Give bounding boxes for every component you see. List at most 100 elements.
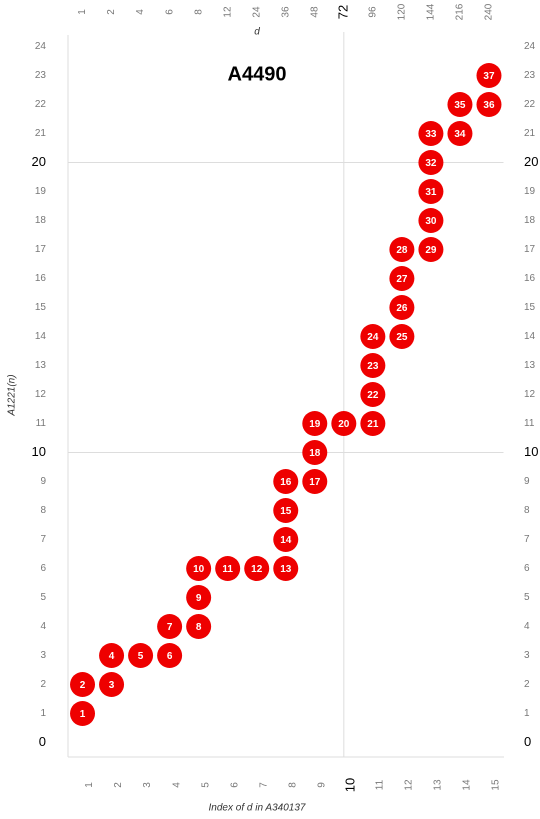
x2-tick-label: 96 <box>367 6 378 18</box>
y-tick-label-right: 8 <box>524 505 530 516</box>
x-tick-label: 4 <box>171 782 182 788</box>
point <box>70 672 96 697</box>
x-tick-label: 11 <box>374 779 385 790</box>
x2-tick-label: 36 <box>280 6 291 18</box>
y-tick-label: 13 <box>35 360 47 371</box>
point <box>389 266 415 291</box>
point-label: 5 <box>138 651 144 662</box>
point-label: 37 <box>483 71 495 82</box>
x-tick-label: 2 <box>113 782 124 788</box>
y-tick-label-right: 12 <box>524 389 536 400</box>
point-label: 2 <box>80 680 86 691</box>
x2-tick-label: 24 <box>251 6 262 18</box>
x-tick-label: 10 <box>342 778 357 792</box>
point <box>418 150 444 175</box>
point <box>157 643 183 668</box>
y-tick-label: 1 <box>40 708 46 719</box>
x-tick-label: 3 <box>142 782 153 788</box>
y-tick-label: 12 <box>35 389 47 400</box>
point-label: 13 <box>280 564 292 575</box>
x2-tick-label: 72 <box>335 5 350 19</box>
point <box>360 411 386 436</box>
y-tick-label: 2 <box>40 679 46 690</box>
point <box>157 614 183 639</box>
point-label: 10 <box>193 564 205 575</box>
x-tick-label: 6 <box>229 782 240 788</box>
point <box>273 498 299 523</box>
y-tick-label: 0 <box>39 734 46 749</box>
point-label: 12 <box>251 564 263 575</box>
x2-tick-label: 240 <box>484 3 495 20</box>
point <box>186 556 212 581</box>
point-label: 35 <box>454 100 466 111</box>
point-label: 1 <box>80 709 86 720</box>
x2-tick-label: 6 <box>164 9 175 15</box>
point-label: 24 <box>367 332 379 343</box>
point-label: 15 <box>280 506 292 517</box>
y-tick-label-right: 7 <box>524 534 530 545</box>
point-label: 21 <box>367 419 379 430</box>
y-tick-label-right: 18 <box>524 215 536 226</box>
y-tick-label-right: 13 <box>524 360 536 371</box>
point-label: 25 <box>396 332 408 343</box>
y-tick-label: 24 <box>35 41 47 52</box>
x2-tick-label: 4 <box>135 9 146 15</box>
y-tick-label-right: 16 <box>524 273 536 284</box>
x2-tick-label: 12 <box>222 6 233 18</box>
y-tick-label-right: 0 <box>524 734 531 749</box>
point <box>447 92 473 117</box>
y-tick-label-right: 19 <box>524 186 536 197</box>
y-tick-label: 14 <box>35 331 47 342</box>
x2-tick-label: 1 <box>77 9 88 15</box>
x-tick-label: 5 <box>200 782 211 788</box>
point-label: 16 <box>280 477 292 488</box>
point <box>186 614 212 639</box>
x-tick-label: 9 <box>316 782 327 788</box>
point-label: 18 <box>309 448 321 459</box>
point-label: 8 <box>196 622 202 633</box>
y-tick-label: 10 <box>32 444 46 459</box>
point <box>302 440 328 465</box>
y-tick-label-right: 15 <box>524 302 536 313</box>
point-label: 17 <box>309 477 321 488</box>
point <box>360 324 386 349</box>
y-tick-label: 4 <box>40 621 46 632</box>
y-tick-label-right: 24 <box>524 41 536 52</box>
x-tick-label: 7 <box>258 782 269 788</box>
point-label: 33 <box>425 129 437 140</box>
y-tick-label-right: 9 <box>524 476 530 487</box>
x2-tick-label: 2 <box>106 9 117 15</box>
y-tick-label-right: 20 <box>524 154 538 169</box>
y-tick-label: 16 <box>35 273 47 284</box>
x2-tick-label: 120 <box>397 3 408 20</box>
y-tick-label: 9 <box>40 476 46 487</box>
point-label: 29 <box>425 245 437 256</box>
point-label: 27 <box>396 274 408 285</box>
y-tick-label-right: 1 <box>524 708 530 719</box>
point-label: 9 <box>196 593 202 604</box>
x-tick-label: 15 <box>491 779 502 791</box>
point-label: 22 <box>367 390 379 401</box>
y-tick-label: 8 <box>40 505 46 516</box>
y-tick-label: 21 <box>35 128 47 139</box>
point <box>418 121 444 146</box>
y-tick-label: 22 <box>35 99 47 110</box>
y-axis-label: A1221(n) <box>7 374 18 416</box>
x2-axis-label: d <box>254 27 260 38</box>
y-tick-label-right: 6 <box>524 563 530 574</box>
y-tick-label: 17 <box>35 244 47 255</box>
x2-tick-label: 8 <box>193 9 204 15</box>
y-tick-label: 11 <box>36 418 47 429</box>
point <box>389 237 415 262</box>
x2-tick-label: 216 <box>455 3 466 20</box>
x-tick-label: 14 <box>462 779 473 791</box>
point-label: 7 <box>167 622 173 633</box>
x-tick-label: 12 <box>404 779 415 791</box>
point <box>99 643 125 668</box>
point <box>389 324 415 349</box>
point <box>128 643 154 668</box>
y-tick-label-right: 10 <box>524 444 538 459</box>
point-label: 14 <box>280 535 292 546</box>
y-tick-label: 15 <box>35 302 47 313</box>
